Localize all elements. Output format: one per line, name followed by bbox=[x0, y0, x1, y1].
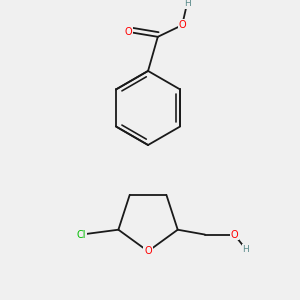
Text: O: O bbox=[230, 230, 238, 240]
Text: O: O bbox=[125, 27, 132, 37]
Text: H: H bbox=[243, 245, 249, 254]
Text: O: O bbox=[178, 20, 186, 30]
Text: H: H bbox=[184, 0, 190, 8]
Text: Cl: Cl bbox=[76, 230, 86, 240]
Text: O: O bbox=[144, 246, 152, 256]
